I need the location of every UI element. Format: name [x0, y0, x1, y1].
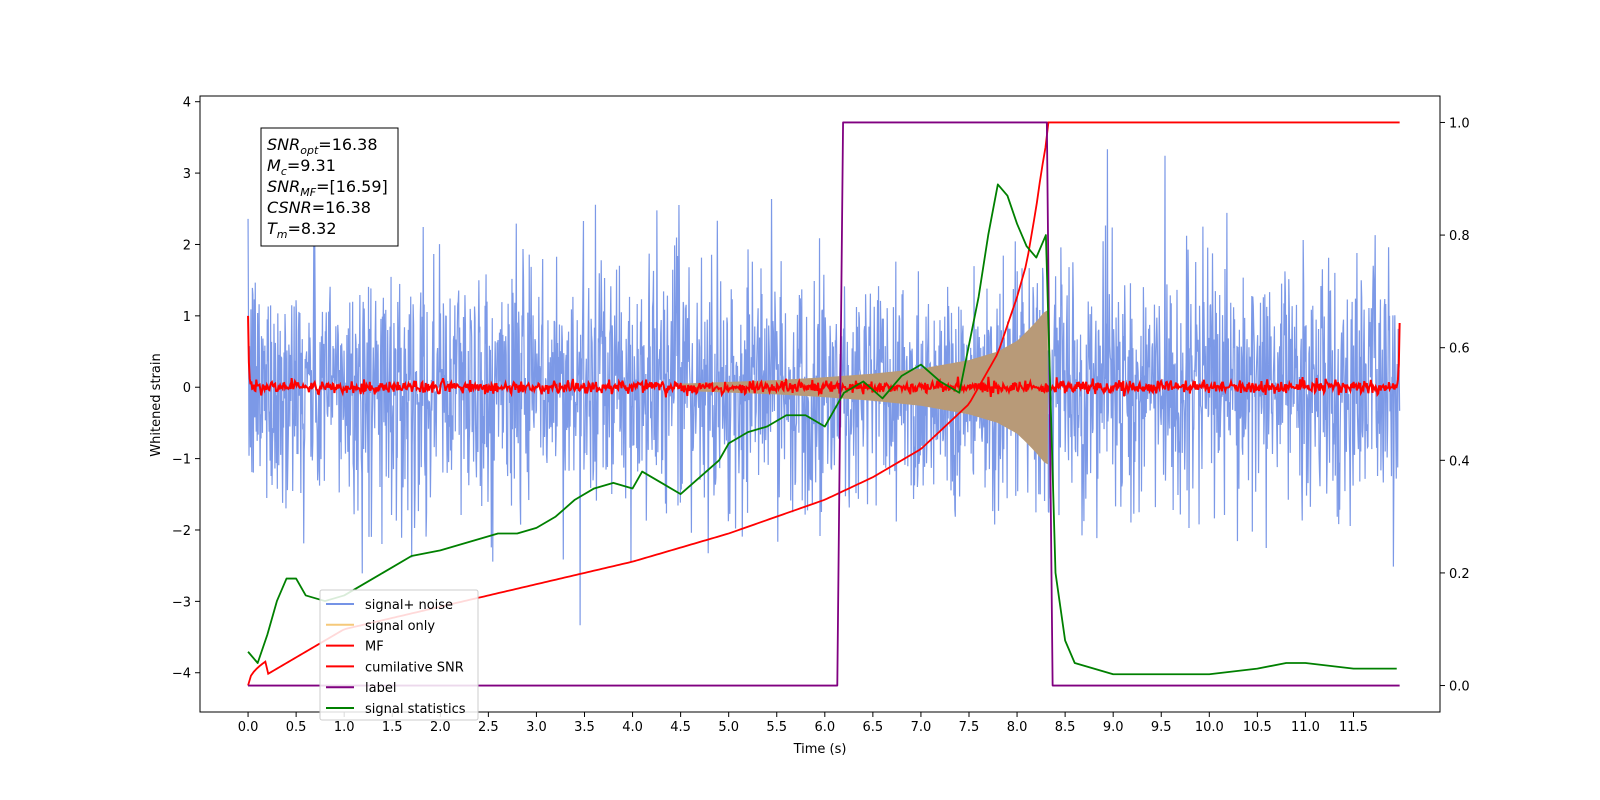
legend-entry: signal only — [365, 619, 435, 634]
x-tick-label: 1.0 — [334, 720, 355, 735]
x-tick-label: 6.5 — [863, 720, 884, 735]
x-tick-label: 6.0 — [814, 720, 835, 735]
series-signal-statistics — [247, 183, 1397, 676]
info-value: =16.38 — [318, 135, 377, 154]
y-axis-right: 1.0 0.8 0.6 0.4 0.2 0.0 — [1440, 116, 1470, 695]
y-tick-label: 2 — [183, 238, 191, 253]
legend-entry: cumilative SNR — [365, 660, 464, 675]
legend-entry: MF — [365, 640, 384, 655]
info-box-frame — [260, 127, 399, 247]
legend-entry: signal+ noise — [365, 598, 453, 613]
y2-tick-label: 0.8 — [1449, 229, 1470, 244]
info-symbol: SNR — [267, 177, 300, 196]
info-line: SNRopt=16.38 — [267, 135, 378, 157]
legend-entry: label — [365, 681, 396, 696]
x-tick-label: 5.5 — [766, 720, 787, 735]
legend-frame — [319, 589, 479, 721]
x-tick-label: 7.0 — [911, 720, 932, 735]
info-symbol: SNR — [267, 135, 300, 154]
info-subscript: opt — [300, 144, 319, 157]
y2-tick-label: 0.4 — [1449, 454, 1470, 469]
x-tick-label: 4.0 — [622, 720, 643, 735]
y-tick-label: 1 — [183, 310, 191, 325]
x-tick-label: 9.5 — [1151, 720, 1172, 735]
info-value: =16.38 — [312, 198, 371, 217]
x-tick-label: 7.5 — [959, 720, 980, 735]
x-axis: 0.0 0.5 1.0 1.5 2.0 2.5 3.0 3.5 4.0 4.5 5.0 5.5 6.0 6… — [238, 712, 1368, 735]
info-symbol: CSNR — [267, 198, 312, 217]
y-tick-label: −4 — [172, 667, 191, 682]
y-tick-label: 3 — [183, 167, 191, 182]
info-symbol: M — [267, 156, 281, 175]
y-tick-label: −1 — [172, 453, 191, 468]
axes-frame — [199, 95, 1441, 713]
x-tick-label: 8.0 — [1007, 720, 1028, 735]
y-tick-label: −3 — [172, 595, 191, 610]
x-tick-label: 2.0 — [430, 720, 451, 735]
x-tick-label: 0.0 — [238, 720, 259, 735]
x-tick-label: 10.5 — [1243, 720, 1272, 735]
x-tick-label: 1.5 — [382, 720, 403, 735]
legend-entry: signal statistics — [365, 702, 466, 717]
x-tick-label: 5.0 — [718, 720, 739, 735]
info-value: =[16.59] — [316, 177, 388, 196]
x-tick-label: 2.5 — [478, 720, 499, 735]
y2-tick-label: 0.2 — [1449, 567, 1470, 582]
y-axis-label: Whitened strain — [149, 353, 164, 456]
x-tick-label: 11.0 — [1291, 720, 1320, 735]
x-tick-label: 8.5 — [1055, 720, 1076, 735]
y-tick-label: 4 — [183, 96, 191, 111]
y2-tick-label: 0.6 — [1449, 342, 1470, 357]
y-axis-left: 4 3 2 1 0 −1 −2 −3 −4 — [172, 96, 200, 682]
y2-tick-label: 1.0 — [1449, 116, 1470, 131]
y2-tick-label: 0.0 — [1449, 680, 1470, 695]
info-subscript: c — [281, 165, 287, 178]
x-tick-label: 3.5 — [574, 720, 595, 735]
series-signal-noise — [247, 149, 1401, 626]
x-axis-label: Time (s) — [793, 742, 847, 757]
x-tick-label: 9.0 — [1103, 720, 1124, 735]
info-subscript: MF — [300, 186, 316, 199]
info-line: Mc=9.31 — [267, 156, 336, 178]
x-tick-label: 10.0 — [1195, 720, 1224, 735]
x-tick-label: 0.5 — [286, 720, 307, 735]
x-tick-label: 11.5 — [1339, 720, 1368, 735]
y-tick-label: 0 — [183, 381, 191, 396]
info-value: =8.32 — [288, 219, 337, 238]
info-box: SNRopt=16.38Mc=9.31SNRMF=[16.59]CSNR=16.… — [260, 127, 399, 247]
info-line: Tm=8.32 — [267, 219, 337, 241]
info-value: =9.31 — [287, 156, 336, 175]
info-line: SNRMF=[16.59] — [267, 177, 388, 199]
legend: signal+ noise signal only MF cumilative SNR… — [319, 589, 479, 721]
info-symbol: T — [267, 219, 278, 238]
x-tick-label: 4.5 — [670, 720, 691, 735]
info-line: CSNR=16.38 — [267, 198, 371, 217]
series-mf — [247, 315, 1401, 398]
y-tick-label: −2 — [172, 524, 191, 539]
x-tick-label: 3.0 — [526, 720, 547, 735]
series-label — [248, 121, 1400, 687]
info-subscript: m — [277, 228, 288, 241]
